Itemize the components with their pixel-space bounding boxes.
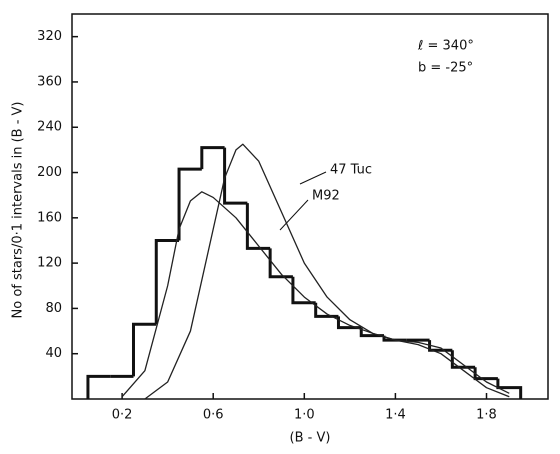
histogram-bar: [177, 167, 202, 241]
curve-label: M92: [312, 189, 340, 204]
histogram-bar: [154, 238, 180, 325]
x-tick-label: 1·8: [476, 408, 497, 423]
histogram-bar: [496, 378, 523, 399]
y-tick-label: 40: [45, 346, 62, 361]
x-tick-label: 1·0: [294, 408, 315, 423]
model-curve: [144, 143, 510, 400]
histogram-bar: [268, 248, 293, 279]
y-tick-label: 320: [37, 29, 62, 44]
annotation: ℓ = 340°: [417, 39, 474, 54]
x-tick-label: 0·6: [203, 408, 224, 423]
histogram-bar: [200, 146, 225, 170]
plot-frame: [71, 13, 549, 400]
y-tick-label: 160: [37, 210, 62, 225]
y-tick-label: 120: [37, 256, 62, 271]
y-axis-label: No of stars/0·1 intervals in (B - V): [11, 102, 26, 319]
x-axis-label: (B - V): [290, 431, 331, 446]
leader-line: [299, 171, 327, 185]
y-tick-label: 360: [37, 74, 62, 89]
leader-line: [279, 199, 309, 231]
y-tick-label: 80: [45, 301, 62, 316]
histogram-bar: [86, 374, 111, 399]
y-tick-label: 240: [37, 120, 62, 135]
histogram-bar: [245, 203, 271, 250]
histogram-bar: [359, 327, 385, 338]
curve-label: 47 Tuc: [330, 163, 372, 178]
histogram-bar: [131, 322, 157, 377]
histogram-bar: [473, 367, 498, 381]
x-tick-label: 0·2: [112, 408, 133, 423]
annotation: b = -25°: [418, 61, 473, 76]
x-tick-label: 1·4: [385, 408, 406, 423]
histogram-bar: [223, 147, 248, 205]
model-curve: [121, 191, 510, 398]
y-tick-label: 200: [37, 165, 62, 180]
